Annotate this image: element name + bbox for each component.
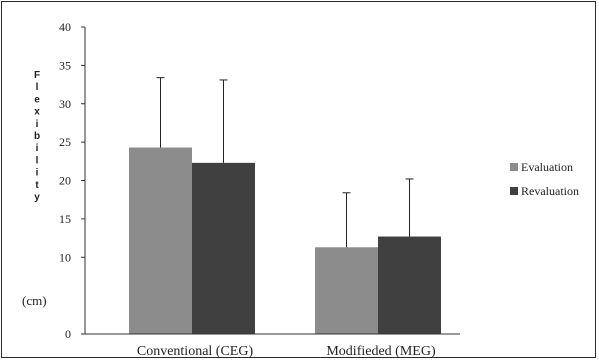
y-axis-label-char: t xyxy=(35,180,39,191)
y-axis-unit: (cm) xyxy=(22,293,47,308)
bar-revaluation-2 xyxy=(378,236,441,334)
y-tick-label: 10 xyxy=(59,250,71,264)
y-axis-label-char: i xyxy=(36,119,39,130)
bars xyxy=(129,147,441,334)
legend-label-revaluation: Revaluation xyxy=(521,184,579,198)
bar-revaluation-1 xyxy=(192,162,255,334)
y-tick-label: 20 xyxy=(59,174,71,188)
y-axis-label-char: l xyxy=(36,82,39,93)
bar-evaluation-2 xyxy=(315,247,378,334)
y-axis-label-char: b xyxy=(34,131,40,142)
x-category-label: Conventional (CEG) xyxy=(137,344,254,359)
legend: Evaluation Revaluation xyxy=(510,160,579,198)
y-tick-label: 25 xyxy=(59,135,71,149)
x-category-label: Modifieded (MEG) xyxy=(326,344,436,359)
y-tick-label: 30 xyxy=(59,97,71,111)
y-axis-ticks: 0 10 15 20 25 30 35 40 xyxy=(59,20,85,341)
y-tick-label: 0 xyxy=(65,327,71,341)
bar-evaluation-1 xyxy=(129,147,192,334)
error-bars xyxy=(156,77,414,248)
legend-label-evaluation: Evaluation xyxy=(521,160,573,174)
y-axis-label-char: i xyxy=(36,168,39,179)
x-axis-categories: Conventional (CEG) Modifieded (MEG) xyxy=(137,344,436,359)
y-axis-label-char: F xyxy=(34,70,40,81)
y-axis-label-char: i xyxy=(36,143,39,154)
y-axis-label-char: l xyxy=(36,155,39,166)
legend-swatch-evaluation xyxy=(510,163,518,171)
y-axis-label-char: e xyxy=(34,94,40,105)
y-tick-label: 40 xyxy=(59,20,71,34)
legend-swatch-revaluation xyxy=(510,187,518,195)
y-tick-label: 15 xyxy=(59,212,71,226)
y-axis-label-char: x xyxy=(34,107,40,118)
y-axis-label-char: y xyxy=(34,192,40,203)
y-tick-label: 35 xyxy=(59,58,71,72)
